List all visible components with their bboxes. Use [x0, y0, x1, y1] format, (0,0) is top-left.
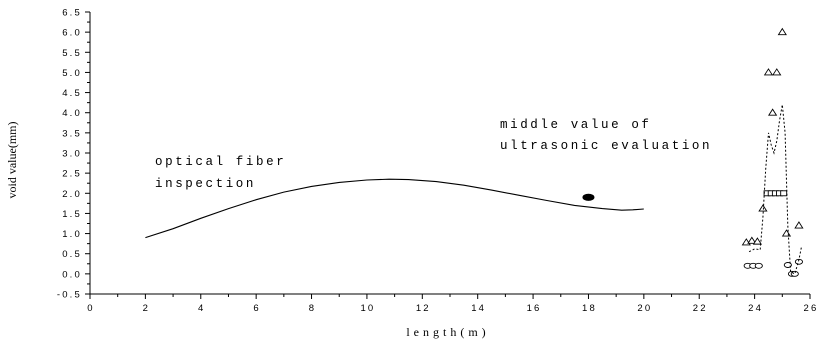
x-tick-label: 10 — [360, 303, 375, 314]
triangle-point — [752, 237, 763, 245]
x-tick-label: 14 — [471, 303, 486, 314]
y-tick-label: 1.0 — [62, 229, 82, 240]
y-tick-label: 2.0 — [62, 189, 82, 200]
y-axis-title: void value(mm) — [5, 122, 19, 199]
ultrasonic-dotted-line — [748, 104, 803, 275]
circle-point — [790, 270, 799, 277]
x-tick-label: 16 — [527, 303, 542, 314]
square-point — [780, 190, 788, 197]
y-tick-label: 5.0 — [62, 68, 82, 79]
y-tick-label: 6.5 — [62, 8, 82, 19]
x-tick-label: 2 — [143, 303, 150, 314]
triangle-point — [767, 108, 778, 116]
y-tick-label: 6.0 — [62, 28, 82, 39]
y-tick-label: 4.0 — [62, 108, 82, 119]
y-tick-label: 0.5 — [62, 249, 82, 260]
triangle-point — [781, 229, 792, 237]
x-tick-label: 6 — [253, 303, 260, 314]
x-tick-label: 8 — [309, 303, 316, 314]
x-tick-label: 4 — [198, 303, 205, 314]
circle-point — [783, 262, 792, 268]
y-tick-label: 0.0 — [62, 269, 82, 280]
y-tick-label: 5.5 — [62, 48, 82, 59]
annotation-ultrasonic-line1: middle value of — [500, 118, 652, 132]
data-marks — [145, 27, 804, 277]
annotation-optical-fiber-line1: optical fiber — [155, 155, 286, 169]
y-tick-label: 1.5 — [62, 209, 82, 220]
ultrasonic-middle-point — [582, 193, 595, 201]
triangle-point — [794, 221, 804, 229]
triangle-point — [747, 236, 757, 244]
y-tick-label: -0.5 — [57, 290, 82, 301]
y-tick-label: 4.5 — [62, 88, 82, 99]
triangle-point — [758, 204, 768, 212]
annotation-optical-fiber-line2: inspection — [155, 177, 256, 191]
y-tick-label: 3.0 — [62, 149, 82, 160]
triangle-point — [763, 68, 774, 76]
y-tick-label: 2.5 — [62, 169, 82, 180]
circle-point — [754, 262, 763, 269]
optical-fiber-line — [145, 178, 644, 239]
x-tick-label: 20 — [637, 303, 652, 314]
annotation-ultrasonic-line2: ultrasonic evaluation — [500, 139, 712, 153]
x-axis-title: length(m) — [406, 325, 489, 339]
circle-point — [794, 258, 803, 265]
x-tick-label: 0 — [87, 303, 94, 314]
x-tick-label: 24 — [748, 303, 763, 314]
y-tick-label: 3.5 — [62, 128, 82, 139]
triangle-point — [777, 27, 787, 36]
x-tick-label: 22 — [693, 303, 708, 314]
triangle-point — [772, 68, 782, 76]
axes: 0 2 4 6 8 10 12 14 16 18 20 22 24 26-0.50.00.51.01.52… — [57, 8, 819, 315]
x-tick-label: 12 — [416, 303, 431, 314]
x-tick-label: 18 — [582, 303, 597, 314]
x-tick-label: 26 — [804, 303, 819, 314]
